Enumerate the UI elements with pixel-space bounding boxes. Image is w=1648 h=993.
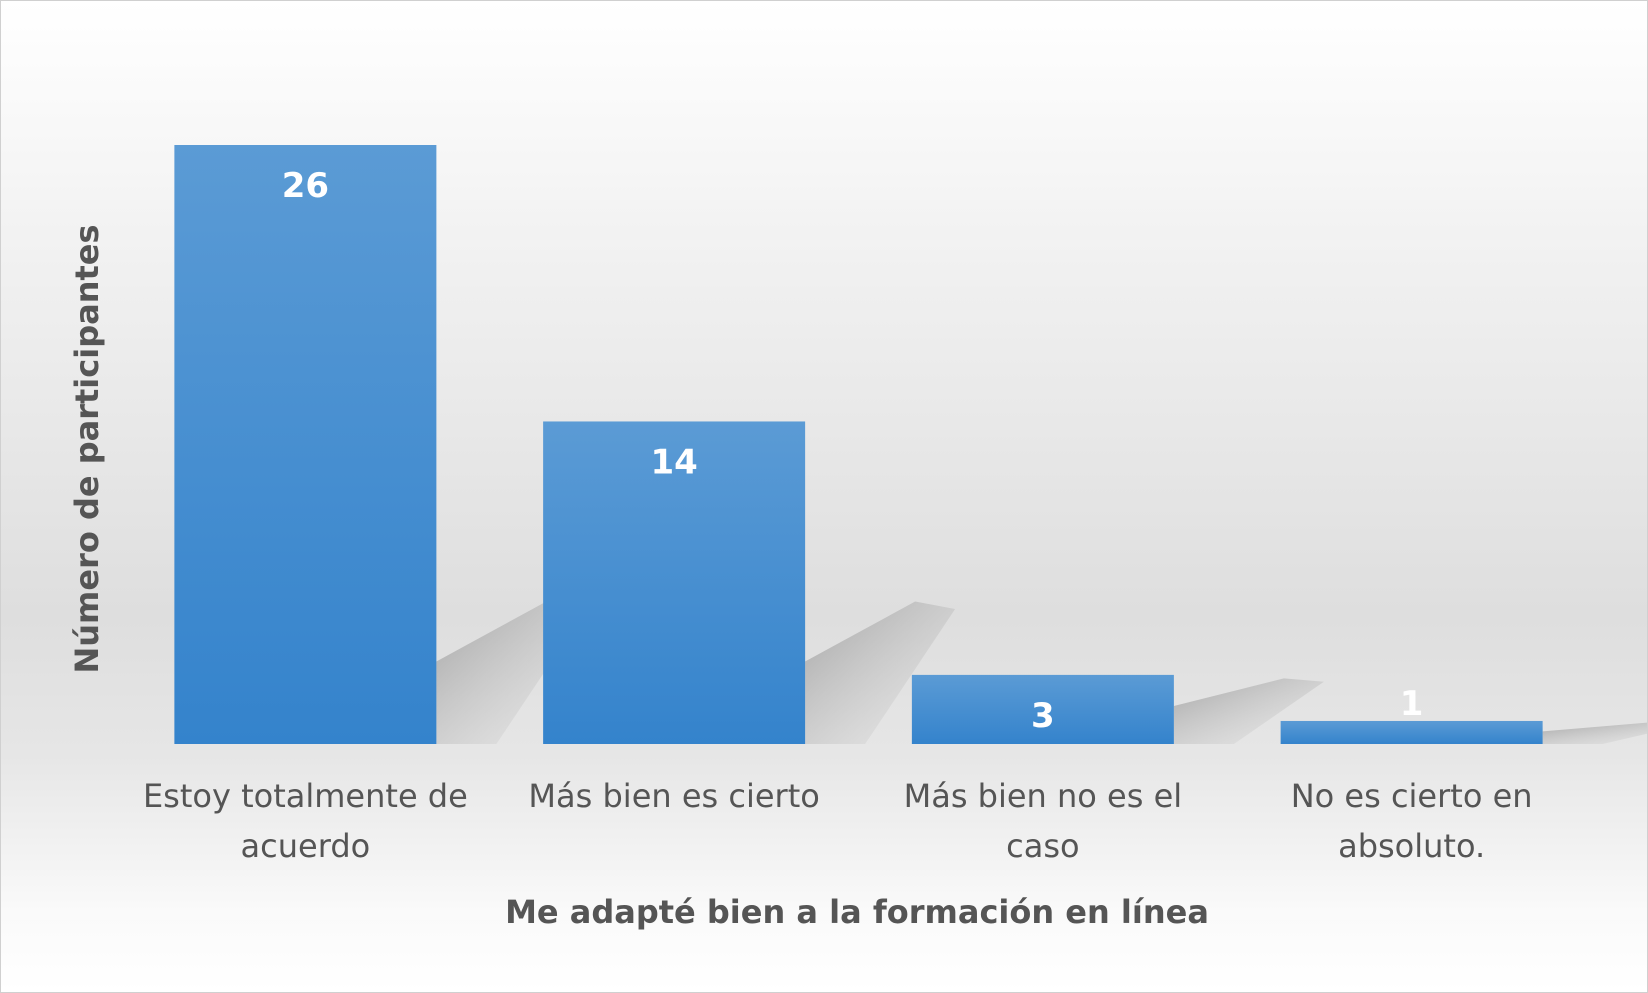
y-axis-title: Número de participantes: [68, 224, 106, 673]
data-label: 3: [1031, 696, 1055, 736]
category-tick-label: Estoy totalmente de acuerdo: [143, 777, 468, 865]
category-tick-label-line: No es cierto en: [1291, 777, 1533, 815]
bars-group: [174, 145, 1543, 744]
data-label: 1: [1400, 684, 1424, 724]
x-axis-title: Me adapté bien a la formación en línea: [505, 893, 1209, 931]
category-labels-group: Estoy totalmente de acuerdo Más bien es ci…: [143, 777, 1533, 865]
category-tick-label-line: caso: [1006, 827, 1079, 865]
category-tick-label: No es cierto en absoluto.: [1291, 777, 1533, 865]
category-tick-label-line: acuerdo: [241, 827, 371, 865]
bar-shadow: [1173, 678, 1324, 744]
category-tick-label: Más bien es cierto: [528, 777, 819, 815]
bar: [1280, 720, 1543, 744]
data-label: 14: [650, 442, 697, 482]
category-tick-label-line: Más bien no es el: [904, 777, 1183, 815]
bar: [543, 421, 806, 744]
bar-shadow: [1542, 722, 1647, 744]
category-tick-label-line: Estoy totalmente de: [143, 777, 468, 815]
data-labels-group: 26 14 3 1: [282, 166, 1424, 736]
data-label: 26: [282, 166, 329, 206]
category-tick-label: Más bien no es el caso: [904, 777, 1183, 865]
category-tick-label-line: Más bien es cierto: [528, 777, 819, 815]
bar: [174, 145, 437, 744]
category-tick-label-line: absoluto.: [1338, 827, 1485, 865]
bar-shadow: [805, 601, 956, 744]
bar: [911, 674, 1174, 744]
